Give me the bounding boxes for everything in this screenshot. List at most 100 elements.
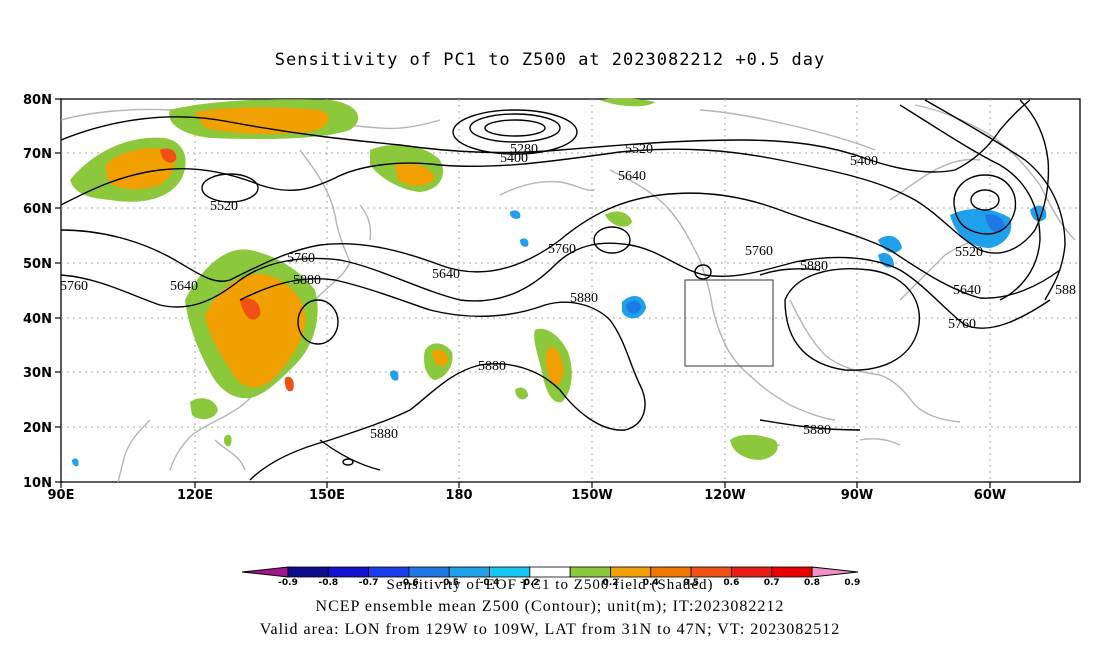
contour-label: 5400 xyxy=(500,151,528,166)
colorbar-swatch xyxy=(771,566,813,578)
contour-label: 5280 xyxy=(510,142,538,157)
colorbar-tick-label: -0.9 xyxy=(278,578,298,588)
shade-blue-small-2 xyxy=(72,458,79,467)
contour-label: 5520 xyxy=(625,142,653,157)
lat-tick-label: 30N xyxy=(23,366,52,381)
lon-tick-label: 120W xyxy=(704,488,745,503)
colorbar-swatch xyxy=(730,566,773,578)
lon-tick-label: 90E xyxy=(48,488,75,503)
shade-pacific-small xyxy=(515,387,528,400)
lat-tick-label: 20N xyxy=(23,421,52,436)
colorbar-tick-label: 0.4 xyxy=(643,578,659,588)
shade-blue-labrador xyxy=(1030,205,1047,222)
contour-5640 xyxy=(60,192,1061,299)
shade-core-siberia-west xyxy=(105,148,176,190)
shade-blue-hudson-core xyxy=(985,214,1005,232)
lat-tick-label: 10N xyxy=(23,476,52,491)
contour-low-hudson-1 xyxy=(970,189,1000,211)
lat-tick-label: 60N xyxy=(23,202,52,217)
colorbar-tick-label: 0.8 xyxy=(804,578,820,588)
contour-5520 xyxy=(60,99,1050,254)
contour-5880-ring xyxy=(297,299,339,345)
colorbar-swatch xyxy=(287,566,329,578)
coastlines xyxy=(60,104,1076,483)
contour-5880-us xyxy=(784,268,921,371)
contour-label: 5640 xyxy=(953,283,981,298)
colorbar-tick-label: 0.6 xyxy=(723,578,739,588)
lon-tick-label: 180 xyxy=(445,488,472,503)
contour-ring-tiny xyxy=(342,458,354,466)
sensitivity-shading xyxy=(70,98,1047,467)
lat-ticks xyxy=(55,98,61,483)
colorbar: -0.9 -0.8 -0.7 -0.6 -0.5 -0.4 -0.2 0.2 0.4 0.5 0.6… xyxy=(241,566,860,588)
lon-tick-label: 60W xyxy=(974,488,1006,503)
shade-alaska xyxy=(605,211,632,227)
colorbar-tick-label: -0.5 xyxy=(439,578,459,588)
colorbar-swatch xyxy=(368,566,410,578)
lon-tick-label: 150E xyxy=(309,488,345,503)
valid-area-box xyxy=(684,279,774,367)
shade-blue-great-lakes xyxy=(878,235,902,253)
lon-tick-label: 90W xyxy=(841,488,873,503)
colorbar-extend-high xyxy=(811,566,859,578)
contour-label: 5760 xyxy=(548,242,576,257)
contour-5280-b xyxy=(469,113,561,143)
contour-label: 5880 xyxy=(370,427,398,442)
shade-core-okhotsk xyxy=(395,163,435,186)
contour-labels: 5280 5400 5520 5400 5520 5640 5400 5520 … xyxy=(60,142,1076,442)
lon-ticks xyxy=(60,482,991,488)
contour-label: 5640 xyxy=(618,169,646,184)
colorbar-swatch xyxy=(610,566,652,578)
colorbar-tick-label: 0.7 xyxy=(764,578,780,588)
contour-label: 5400 xyxy=(850,154,878,169)
contour-label: 5880 xyxy=(800,259,828,274)
shade-red-3 xyxy=(284,376,294,392)
contour-label: 5880 xyxy=(293,273,321,288)
contour-5280-a xyxy=(484,119,546,137)
shade-blue-lakes-2 xyxy=(878,253,894,268)
lat-tick-label: 70N xyxy=(23,147,52,162)
contour-east-1 xyxy=(899,104,1041,301)
shade-core-pacific-central xyxy=(545,347,564,386)
z500-contours xyxy=(60,99,1066,481)
colorbar-swatch xyxy=(529,566,571,578)
shade-blue-small-1 xyxy=(390,370,399,381)
colorbar-tick-label: -0.2 xyxy=(520,578,540,588)
colorbar-swatch xyxy=(569,566,611,578)
contour-5880 xyxy=(239,278,646,481)
contour-label: 5760 xyxy=(745,244,773,259)
shade-mexico xyxy=(730,434,778,460)
lon-axis: 90E 120E 150E 180 150W 120W 90W 60W xyxy=(48,488,1007,503)
shade-red-2 xyxy=(240,298,261,320)
contour-label: 5880 xyxy=(803,423,831,438)
contour-label: 5760 xyxy=(60,279,88,294)
contour-label: 5640 xyxy=(432,267,460,282)
colorbar-swatch xyxy=(408,566,450,578)
lon-tick-label: 150W xyxy=(571,488,612,503)
colorbar-swatch xyxy=(650,566,692,578)
colorbar-tick-label: 0.2 xyxy=(602,578,618,588)
colorbar-extend-low xyxy=(241,566,289,578)
contour-5880-gulf xyxy=(759,419,861,431)
colorbar-swatch xyxy=(690,566,732,578)
contour-label: 5760 xyxy=(287,251,315,266)
lon-tick-label: 120E xyxy=(177,488,213,503)
lat-tick-label: 80N xyxy=(23,93,52,108)
shade-core-siberia-north xyxy=(195,107,329,135)
colorbar-tick-label: -0.7 xyxy=(359,578,379,588)
contour-label: 5880 xyxy=(570,291,598,306)
colorbar-tick-label: 0.9 xyxy=(844,578,860,588)
contour-ring-gulf xyxy=(593,226,631,254)
contour-5400-polar xyxy=(452,109,578,155)
shade-blue-aleutian-core xyxy=(626,300,641,314)
contour-label: 5520 xyxy=(955,245,983,260)
contour-ring-small xyxy=(694,264,712,280)
caption-contour: NCEP ensemble mean Z500 (Contour); unit(… xyxy=(315,598,785,615)
contour-label: 5640 xyxy=(170,279,198,294)
shade-blue-small-3 xyxy=(520,238,529,247)
shade-blue-bering xyxy=(510,210,521,219)
chart-title: Sensitivity of PC1 to Z500 at 2023082212… xyxy=(274,50,826,70)
colorbar-swatch xyxy=(489,566,531,578)
shade-core-china xyxy=(205,274,306,388)
